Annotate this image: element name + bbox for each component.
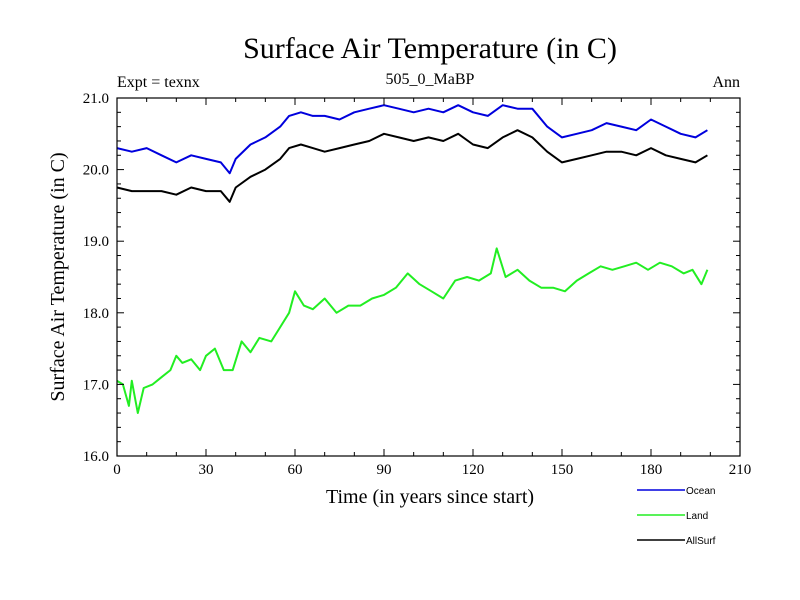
y-tick-label: 18.0 <box>83 306 109 322</box>
series-line-land <box>116 247 709 414</box>
plot-frame <box>116 97 741 457</box>
legend: Ocean Land AllSurf <box>637 486 716 547</box>
series-line-ocean <box>116 104 708 175</box>
x-tick-label: 30 <box>199 462 214 478</box>
legend-label-land: Land <box>686 511 708 522</box>
x-axis: 0 30 60 90 120 150 180 210 <box>113 98 751 478</box>
x-tick-label: 0 <box>113 462 121 478</box>
y-tick-label: 17.0 <box>83 377 109 393</box>
y-axis: 16.0 17.0 18.0 19.0 20.0 21.0 <box>83 91 740 465</box>
series-layer <box>116 104 709 414</box>
series-line-allsurf <box>116 129 708 203</box>
legend-label-allsurf: AllSurf <box>686 536 716 547</box>
x-tick-label: 210 <box>729 462 752 478</box>
x-tick-label: 90 <box>377 462 392 478</box>
x-tick-label: 150 <box>551 462 574 478</box>
y-tick-label: 20.0 <box>83 163 109 179</box>
y-axis-label: Surface Air Temperature (in C) <box>47 152 69 401</box>
y-tick-label: 16.0 <box>83 449 109 465</box>
x-axis-label: Time (in years since start) <box>326 486 534 508</box>
chart-subtitle-right: Ann <box>712 74 740 91</box>
x-tick-label: 120 <box>462 462 485 478</box>
y-tick-label: 21.0 <box>83 91 109 107</box>
legend-label-ocean: Ocean <box>686 486 715 497</box>
x-tick-label: 180 <box>640 462 663 478</box>
x-tick-label: 60 <box>288 462 303 478</box>
chart-subtitle-center: 505_0_MaBP <box>386 71 475 88</box>
chart-title: Surface Air Temperature (in C) <box>243 32 617 65</box>
y-tick-label: 19.0 <box>83 234 109 250</box>
chart-subtitle-left: Expt = texnx <box>117 74 200 91</box>
